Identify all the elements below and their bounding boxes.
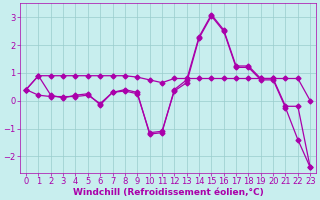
X-axis label: Windchill (Refroidissement éolien,°C): Windchill (Refroidissement éolien,°C) xyxy=(73,188,263,197)
